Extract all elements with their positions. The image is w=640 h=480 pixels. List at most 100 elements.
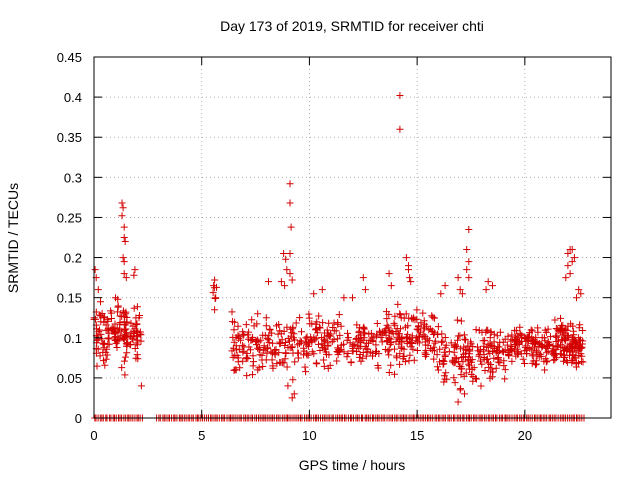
data-point (512, 327, 520, 335)
data-point (234, 358, 242, 366)
data-point (228, 308, 236, 316)
data-point (496, 359, 504, 367)
data-point (458, 365, 466, 373)
data-point (514, 350, 521, 358)
data-point (333, 335, 341, 343)
data-point (289, 325, 297, 333)
data-point (286, 250, 294, 257)
data-point (276, 339, 284, 347)
data-point (359, 324, 367, 332)
data-point (334, 351, 342, 359)
data-point (120, 258, 128, 266)
data-point (492, 364, 500, 372)
data-point (252, 337, 260, 345)
data-point (566, 270, 574, 278)
data-point (323, 350, 330, 358)
data-point (119, 254, 127, 262)
data-point (382, 331, 390, 339)
data-point (463, 246, 471, 253)
data-point (229, 333, 237, 341)
data-point (399, 355, 407, 363)
data-point (307, 333, 315, 341)
data-point (365, 330, 373, 338)
data-point (439, 337, 447, 345)
data-point (543, 342, 551, 349)
x-tick-label: 15 (410, 428, 424, 443)
data-point (262, 314, 270, 322)
data-point (308, 320, 316, 328)
data-point (362, 352, 370, 360)
data-point (398, 345, 406, 352)
data-point (373, 348, 381, 355)
data-point (396, 311, 404, 319)
data-point (129, 327, 137, 335)
data-point (316, 324, 324, 332)
data-point (211, 276, 219, 284)
data-point (557, 314, 564, 322)
data-point (291, 336, 299, 344)
data-point (320, 356, 328, 364)
data-point (400, 314, 408, 322)
data-point (560, 357, 567, 365)
data-point (254, 366, 262, 374)
data-point (554, 327, 562, 335)
data-point (441, 282, 449, 290)
data-point (526, 345, 534, 353)
y-tick-label: 0.4 (64, 90, 82, 105)
data-point (521, 360, 528, 367)
y-tick-label: 0 (75, 411, 82, 426)
data-point (213, 283, 220, 291)
data-point (302, 368, 310, 376)
grid-layer (94, 57, 611, 418)
x-tick-label: 5 (198, 428, 205, 443)
data-point (305, 314, 313, 322)
data-point (265, 278, 272, 286)
data-point (486, 368, 494, 376)
data-point (523, 350, 531, 358)
data-point (429, 313, 437, 321)
data-point (268, 356, 276, 364)
data-point (456, 386, 464, 394)
data-point (461, 335, 469, 343)
data-point (573, 294, 580, 302)
data-point (484, 278, 492, 286)
data-point (243, 372, 251, 380)
data-point (104, 334, 112, 342)
data-point (369, 333, 377, 341)
data-point (318, 286, 326, 294)
data-point (96, 311, 104, 319)
data-point (500, 348, 507, 356)
y-tick-label: 0.15 (57, 291, 82, 306)
data-point (558, 336, 566, 344)
data-point (396, 310, 404, 318)
data-point (123, 349, 131, 357)
data-point (114, 302, 122, 310)
data-point (250, 358, 257, 366)
data-point (131, 345, 139, 352)
data-point (122, 274, 130, 282)
data-point (543, 349, 551, 357)
data-point (578, 343, 586, 351)
data-point (289, 376, 297, 384)
x-axis-label: GPS time / hours (299, 457, 406, 473)
data-point (283, 323, 291, 331)
data-point (496, 328, 504, 336)
data-point (433, 351, 441, 359)
data-point (430, 355, 438, 363)
data-point (255, 346, 263, 353)
data-point (551, 316, 559, 324)
data-point (242, 321, 250, 329)
data-point (310, 290, 318, 298)
data-point (453, 316, 461, 324)
data-point (561, 326, 569, 334)
data-point (485, 359, 493, 367)
data-point (292, 319, 300, 327)
data-point (472, 326, 480, 334)
data-point (434, 323, 442, 331)
data-point (119, 204, 127, 212)
data-point (130, 304, 138, 312)
data-point (276, 327, 284, 335)
y-tick-label: 0.2 (64, 251, 82, 266)
data-point (469, 377, 477, 385)
data-point (431, 347, 438, 355)
